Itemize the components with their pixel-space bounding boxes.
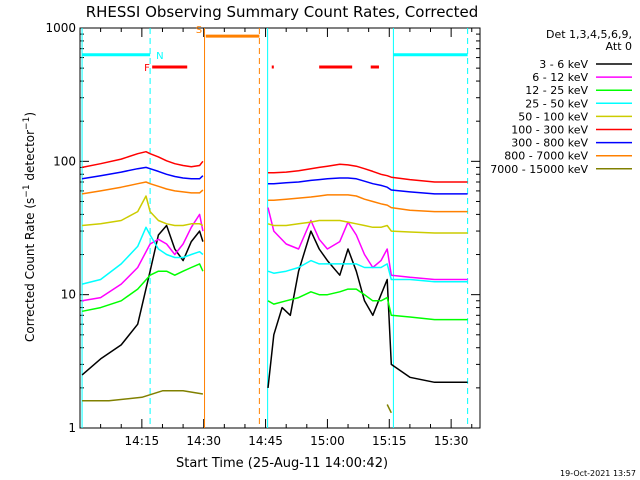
x-tick-label: 15:00 [310, 434, 345, 448]
y-tick-label: 1 [68, 421, 76, 435]
series-line [267, 288, 468, 321]
series-line [268, 163, 468, 183]
series-line [81, 263, 204, 313]
series-line [82, 390, 204, 402]
series-line [267, 219, 468, 234]
series-25-50keV [81, 226, 468, 285]
legend-label: 100 - 300 keV [511, 124, 588, 137]
series-800-7000keV [81, 181, 468, 213]
footer-timestamp: 19-Oct-2021 13:57 [560, 469, 636, 478]
y-tick-label: 10 [61, 288, 76, 302]
series-line [81, 166, 204, 180]
chart-title: RHESSI Observing Summary Count Rates, Co… [86, 3, 479, 21]
series-line [81, 226, 204, 285]
series-50-100keV [82, 195, 468, 234]
series-12-25keV [81, 263, 468, 321]
legend-label: 25 - 50 keV [525, 97, 588, 110]
series-6-12keV [81, 207, 468, 302]
x-tick-label: 14:15 [125, 434, 160, 448]
series-7000-15000keV [82, 390, 392, 414]
series-line [268, 177, 468, 195]
series-100-300keV [81, 150, 468, 183]
legend-label: 800 - 7000 keV [504, 150, 588, 163]
y-tick-label: 1000 [45, 21, 76, 35]
x-axis-label: Start Time (25-Aug-11 14:00:42) [176, 456, 388, 471]
series-line [81, 224, 204, 376]
series-line [81, 150, 204, 169]
series-line [81, 181, 204, 195]
plot-area: 1 10 100 1000 14:15 14:30 14:45 15:00 15:15 15:30… [45, 21, 481, 448]
legend-header: Att 0 [606, 40, 632, 53]
flag-bar-label: S [196, 25, 202, 36]
legend-label: 300 - 800 keV [511, 137, 588, 150]
plot-frame [79, 27, 481, 429]
series-3-6keV [81, 224, 468, 388]
x-tick-label: 14:30 [186, 434, 221, 448]
flag-bar-label: N [156, 51, 163, 62]
series-300-800keV [81, 166, 468, 195]
legend-label: 3 - 6 keV [539, 58, 588, 71]
series-line [386, 404, 392, 414]
y-tick-label: 100 [53, 154, 76, 168]
legend-label: 12 - 25 keV [525, 84, 588, 97]
legend-header: Det 1,3,4,5,6,9, [546, 28, 632, 41]
series-line [82, 195, 204, 227]
x-tick-label: 15:15 [372, 434, 407, 448]
legend-label: 7000 - 15000 keV [490, 163, 588, 176]
series-line [268, 194, 468, 213]
series-line [81, 213, 204, 302]
legend-label: 50 - 100 keV [518, 110, 588, 123]
series-line [267, 230, 468, 388]
x-tick-label: 14:45 [248, 434, 283, 448]
series-line [267, 207, 468, 281]
series-line [267, 259, 468, 283]
flag-bar-label: F [144, 63, 150, 74]
x-tick-label: 15:30 [434, 434, 469, 448]
legend-label: 6 - 12 keV [532, 71, 588, 84]
y-axis-label: Corrected Count Rate (s−1 detector−1) [22, 112, 37, 342]
